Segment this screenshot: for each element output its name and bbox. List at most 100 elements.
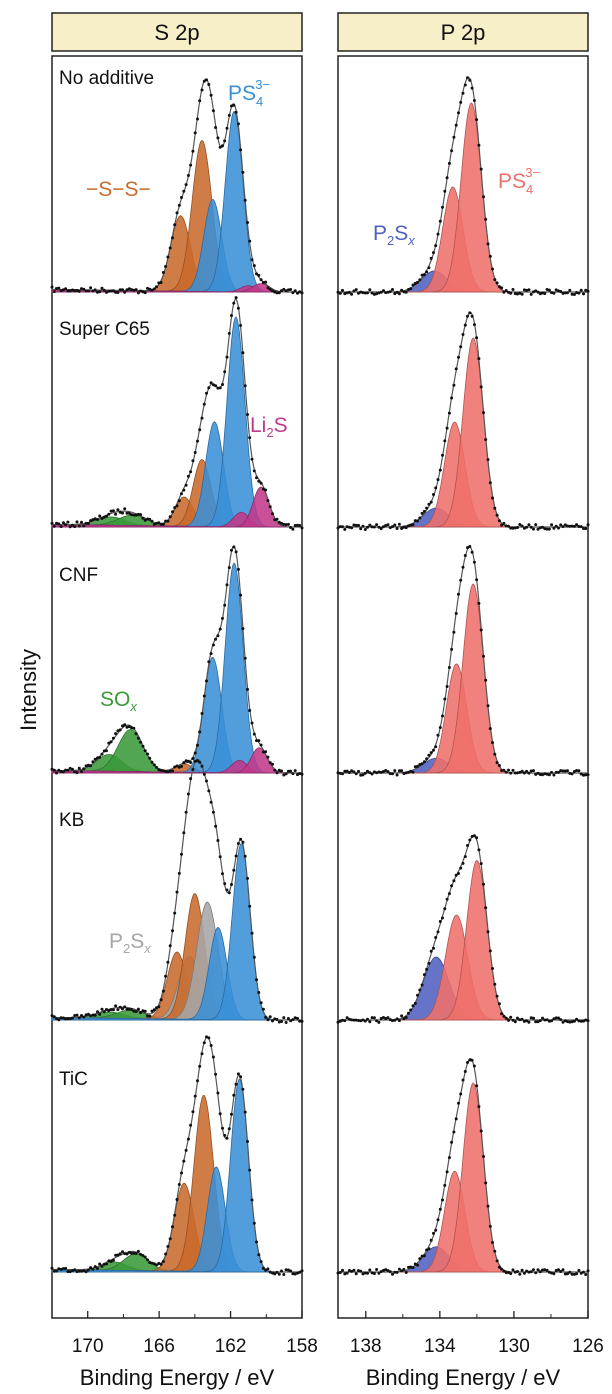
data-point [184,1148,188,1152]
data-point [497,519,501,523]
data-point [520,1268,524,1272]
data-point [125,288,129,292]
data-point [366,1017,369,1021]
data-point [234,854,238,858]
data-point [379,770,383,774]
data-point [368,1020,372,1024]
data-point [338,1271,342,1274]
data-point [536,771,540,775]
data-point [173,911,177,915]
data-point [409,1265,413,1269]
data-point [252,264,256,268]
data-point [559,290,563,293]
data-point [266,499,270,502]
data-point [116,729,120,733]
data-point [502,1014,506,1018]
data-point [518,291,522,295]
data-point [52,1269,56,1273]
data-point [500,1267,504,1271]
data-point [111,509,115,513]
data-point [296,523,299,527]
data-point [143,1255,147,1259]
data-point [336,771,340,775]
data-point [420,511,424,515]
data-point [475,578,479,582]
data-point [166,519,170,523]
data-point [463,855,467,859]
data-point [250,457,254,461]
data-point [132,1251,136,1255]
data-point [218,145,222,149]
data-point [118,1252,122,1256]
data-point [502,290,506,294]
data-point [461,861,465,865]
data-point [522,771,526,775]
data-point [361,1272,365,1276]
data-point [547,527,551,531]
data-point [422,273,426,277]
peak-Li2S-7 [51,486,302,528]
data-point [80,770,83,773]
data-point [225,1136,229,1140]
data-point [57,522,61,526]
data-point [157,521,161,525]
data-point [171,510,174,514]
data-point [175,211,179,215]
data-point [361,291,365,295]
data-point [418,763,422,766]
data-point [491,1241,494,1244]
data-point [246,876,249,880]
data-point [416,764,419,768]
data-point [77,766,81,770]
data-point [266,286,270,290]
data-point [375,771,379,775]
data-point [280,521,283,525]
data-point [563,291,567,295]
data-point [504,1271,508,1275]
peak-PS4-2 [338,102,588,293]
data-point [259,1001,263,1005]
data-point [395,773,399,777]
data-point [116,1008,120,1012]
data-point [223,139,227,143]
panel-4-spectrum [336,1058,590,1276]
data-point [202,79,206,83]
data-point [161,1260,165,1263]
data-point [543,292,547,295]
data-point [75,1013,79,1017]
data-point [418,516,422,520]
data-point [402,1267,406,1271]
data-point [98,1012,102,1016]
data-point [447,411,451,415]
data-point [114,512,118,516]
data-point [184,483,188,487]
data-point [438,468,442,472]
data-point [468,78,472,82]
data-point [207,386,211,390]
data-point [457,1101,460,1105]
panel-0-spectrum [336,76,590,296]
data-point [336,1020,340,1024]
data-point [109,289,113,293]
data-point [159,768,163,772]
data-point [395,1270,399,1274]
data-point [107,1259,111,1263]
data-point [86,289,90,293]
data-point [109,509,113,513]
data-point [461,1078,465,1082]
data-point [148,287,152,291]
data-point [409,769,413,773]
data-point [404,526,408,530]
data-point [429,751,433,755]
data-point [198,1064,202,1068]
data-point [411,523,415,527]
data-point [159,1262,163,1266]
data-point [541,525,544,529]
data-point [411,1004,415,1008]
data-point [443,189,447,193]
x-tick-label: 162 [215,1336,247,1357]
data-point [504,289,508,292]
panel-label-super-c65: Super C65 [59,319,150,340]
data-point [457,111,460,115]
data-point [248,709,252,712]
